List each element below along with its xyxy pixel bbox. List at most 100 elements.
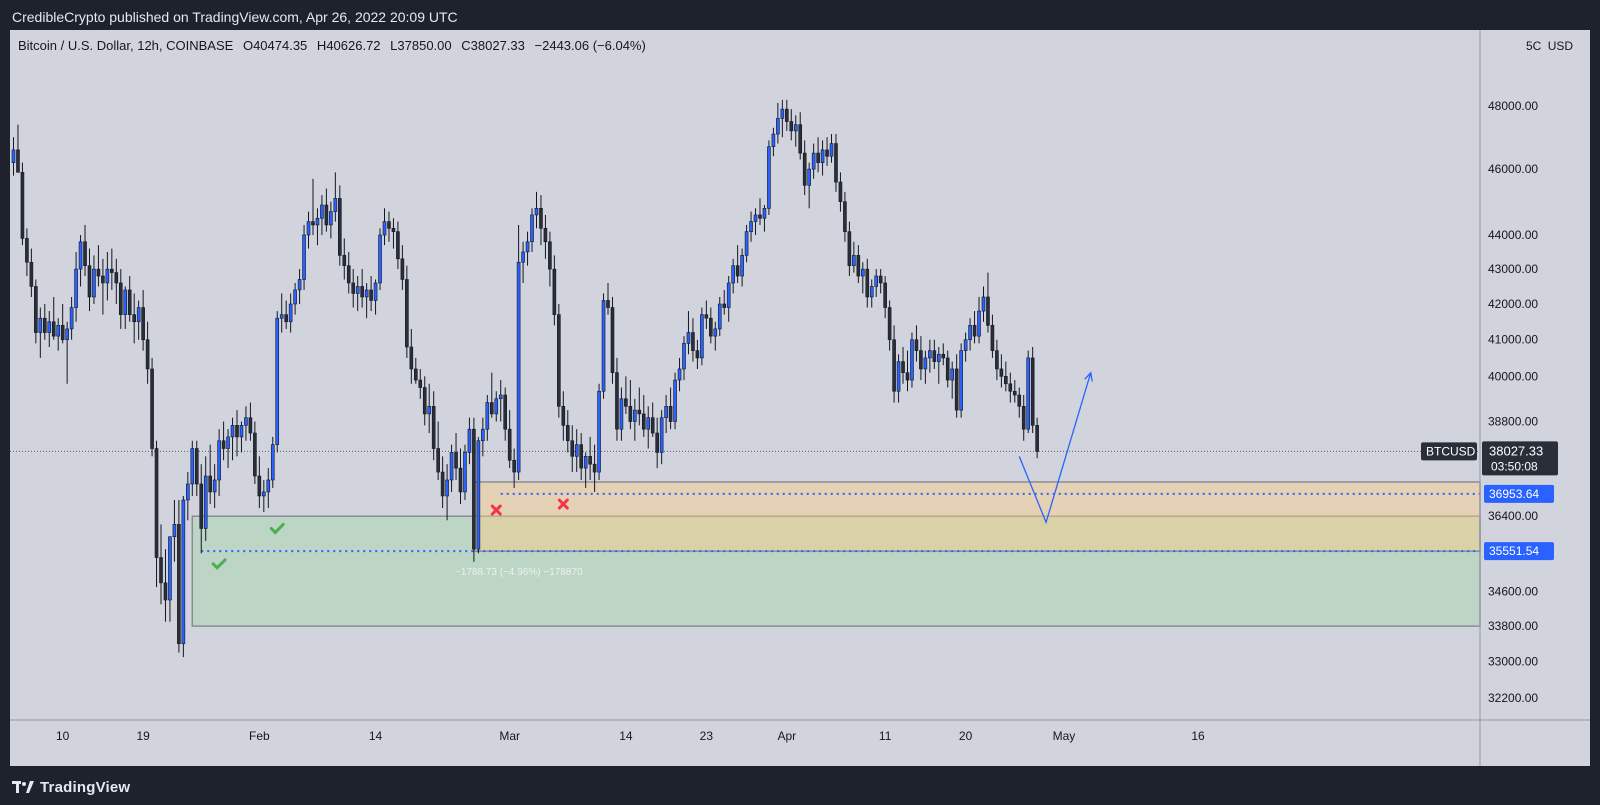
candle-up [767, 146, 771, 209]
candle-up [700, 314, 704, 359]
candle-up [494, 398, 499, 415]
candle-down [16, 149, 20, 173]
candle-down [150, 368, 154, 449]
candle-down [691, 332, 695, 351]
candle-up [11, 149, 16, 163]
candle-up [977, 310, 981, 337]
candle-down [610, 307, 615, 373]
candle-down [735, 265, 740, 277]
candle-up [293, 289, 297, 305]
price-chart[interactable]: −1788.73 (−4.96%) −178870 32200.00 33000.… [10, 30, 1590, 766]
candle-up [780, 108, 785, 119]
candle-up [646, 417, 651, 430]
candle-down [503, 394, 508, 430]
candle-up [762, 208, 767, 219]
candle-up [583, 456, 588, 469]
candle-down [709, 317, 713, 337]
cross-mark-icon [490, 504, 502, 516]
publisher-line: CredibleCrypto published on TradingView.… [12, 9, 458, 25]
candle-up [186, 483, 190, 501]
candle-down [114, 272, 119, 284]
zone-demand [191, 515, 1481, 627]
candle-up [168, 536, 172, 601]
candle-up [659, 417, 664, 453]
candle-down [96, 268, 101, 277]
candle-down [972, 325, 977, 337]
price-tick-label: 38800.00 [1488, 415, 1538, 429]
candle-down [579, 444, 583, 469]
candle-up [910, 339, 914, 381]
currency-code: USD [1548, 39, 1574, 53]
candle-down [396, 231, 400, 260]
candle-up [753, 214, 758, 222]
candle-up [713, 328, 718, 337]
candle-down [42, 317, 47, 333]
legend-line: Bitcoin / U.S. Dollar, 12h, COINBASE O40… [18, 38, 646, 53]
time-tick-label: 11 [879, 729, 892, 743]
candle-down [1012, 390, 1017, 396]
time-tick-label: 14 [369, 729, 383, 743]
candle-down [431, 406, 436, 449]
candle-down [557, 314, 561, 407]
candle-up [378, 234, 382, 284]
candle-down [248, 417, 253, 434]
candle-down [413, 368, 418, 381]
time-tick-label: 23 [700, 729, 714, 743]
candle-up [744, 231, 749, 256]
candle-up [677, 368, 682, 381]
candle-up [217, 440, 221, 481]
candle-up [896, 361, 901, 392]
candle-down [919, 350, 923, 370]
candle-up [123, 289, 128, 315]
candle-up [302, 234, 306, 280]
candle-down [785, 108, 789, 122]
candle-down [458, 467, 463, 493]
candle-down [655, 432, 659, 453]
candle-up [771, 133, 776, 148]
candle-up [726, 282, 731, 308]
tradingview-brand: TradingView [40, 779, 131, 796]
currency-label[interactable]: 5C USD [1526, 39, 1573, 53]
candle-up [530, 214, 534, 243]
candle-up [682, 343, 686, 370]
candle-up [320, 204, 324, 219]
candle-down [145, 339, 150, 370]
candle-up [749, 221, 753, 232]
candle-down [990, 325, 995, 351]
candle-down [561, 406, 566, 426]
candle-up [275, 317, 280, 445]
candle-up [69, 307, 74, 330]
price-tick-label: 42000.00 [1488, 297, 1538, 311]
candle-down [892, 339, 896, 392]
chart-frame[interactable]: −1788.73 (−4.96%) −178870 32200.00 33000.… [10, 30, 1590, 766]
candle-down [887, 307, 892, 341]
candle-down [311, 221, 315, 226]
candle-down [34, 286, 38, 333]
candle-down [856, 255, 861, 277]
candle-up [476, 440, 481, 550]
candle-down [132, 314, 136, 323]
candle-up [226, 436, 230, 449]
candle-up [820, 149, 825, 163]
candle-down [440, 471, 445, 497]
candle-down [60, 325, 65, 341]
candle-down [592, 463, 597, 473]
candle-down [454, 452, 458, 469]
candle-up [521, 251, 525, 263]
price-tick-label: 48000.00 [1488, 99, 1538, 113]
candle-down [472, 428, 476, 550]
candle-down [1030, 357, 1035, 426]
candle-down [905, 372, 910, 381]
candle-down [641, 413, 646, 430]
candle-down [177, 524, 181, 645]
candle-down [816, 152, 820, 163]
candle-down [257, 475, 262, 497]
candle-up [981, 296, 986, 312]
footer: TradingView [0, 770, 1600, 805]
cross-mark-icon [557, 498, 569, 510]
candle-up [776, 118, 780, 135]
candle-up [306, 221, 311, 236]
time-tick-label: 20 [959, 729, 973, 743]
candle-down [163, 582, 168, 601]
candle-down [1035, 425, 1039, 452]
